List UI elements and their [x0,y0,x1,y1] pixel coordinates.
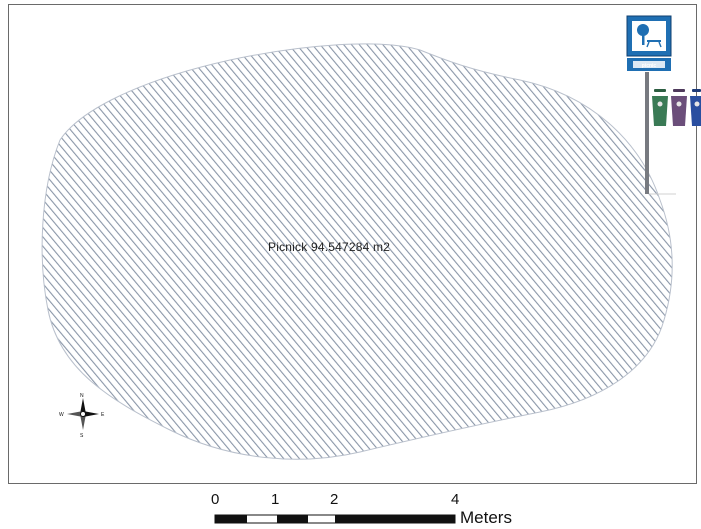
picnic-area-polygon [41,43,673,460]
west-label: W [59,412,64,418]
east-label: E [101,412,105,418]
scale-tick-4: 4 [451,491,460,508]
sign-caption: picnic [641,63,657,69]
north-label: N [80,393,84,399]
scale-unit-label: Meters [460,508,512,527]
picnic-area-label: Picnick 94.547284 m2 [268,240,391,254]
picnic-table-sign-icon [626,15,672,71]
sign-pole [645,72,649,194]
trash-bin-purple-icon [671,89,687,126]
scale-tick-1: 1 [271,491,280,508]
trash-bin-blue-icon [690,89,701,126]
scale-bar [214,514,456,524]
scale-tick-2: 2 [330,491,339,508]
south-label: S [80,433,84,439]
north-arrow-icon: N S E W [59,393,105,439]
scale-tick-0: 0 [211,491,220,508]
trash-bin-green-icon [652,89,668,126]
